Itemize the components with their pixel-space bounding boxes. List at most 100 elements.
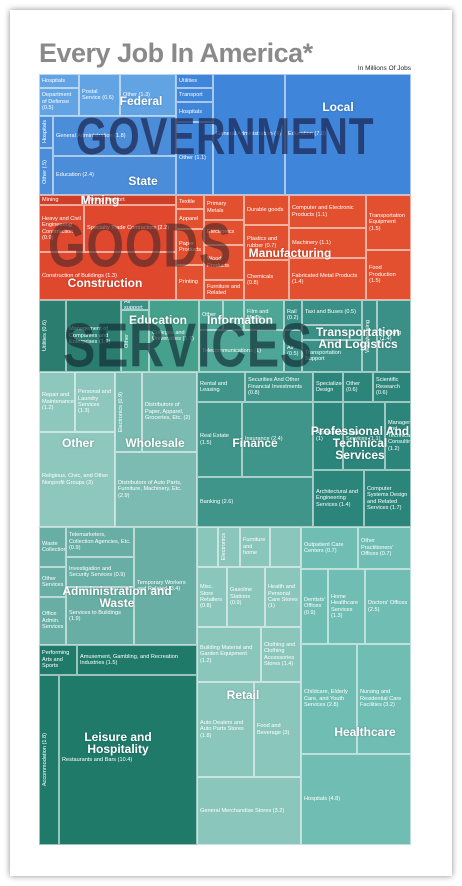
cell: Transportation Support xyxy=(302,340,362,372)
cell-label: Wood Products xyxy=(207,256,230,269)
cell-label: Accommodation (1.8) xyxy=(42,733,48,787)
cell-label: Insurance (2.4) xyxy=(245,436,283,443)
cell-label: Gasoline Stations (0.9) xyxy=(230,587,253,607)
cell-label: Printing xyxy=(179,279,198,286)
cell xyxy=(302,325,362,340)
cell: Computer Systems Design and Related Serv… xyxy=(364,470,411,527)
cell-label: Electronics xyxy=(221,533,227,561)
cell-label: Utilities xyxy=(179,77,198,84)
group-label: Construction xyxy=(67,276,143,290)
cell: Postal Service (0.6) xyxy=(79,74,120,116)
cell: Legal Services (1.1) xyxy=(343,402,385,470)
cell-label: Specialty Trade Contractors (2.2) xyxy=(87,225,170,232)
cell: Auto Dealers and Auto Parts Stores (1.8) xyxy=(197,682,254,777)
cell: Construction of Buildings (1.3) xyxy=(39,252,176,300)
cell: Transportation Equipment (1.5) xyxy=(366,195,411,250)
cell: Misc. Store Retailers (0.8) xyxy=(197,567,227,627)
cell-label: Religious, Civic, and Other Nonprofit Gr… xyxy=(42,473,109,486)
cell: Utilities xyxy=(176,74,213,88)
cell-label: Transportation Support xyxy=(305,349,341,362)
title: Every Job In America* xyxy=(39,38,313,68)
cell-label: Transport xyxy=(179,91,203,98)
cell-label: Other (1.1) xyxy=(179,155,207,162)
cell: Taxi and Buses (0.5) xyxy=(302,300,362,325)
cell-label: Mining Support xyxy=(87,196,125,203)
cell: Fabricated Metal Products (1.4) xyxy=(289,258,366,300)
cell: Accounting (1) xyxy=(313,402,343,470)
cell-label: Postal Service (0.6) xyxy=(82,88,114,101)
cell: Utilities (0.6) xyxy=(39,300,66,372)
cell: Air (0.5) xyxy=(284,330,302,372)
cell: Other xyxy=(199,300,223,330)
cell: Heavy and Civil Engineering Construction… xyxy=(39,205,84,252)
cell: General Merchandise Stores (3.2) xyxy=(197,777,301,845)
sector-label: GOODS xyxy=(48,211,232,281)
cell-label: Air support xyxy=(124,300,143,310)
cell: General Administration (4) xyxy=(213,74,285,195)
cell-label: Chemicals (0.8) xyxy=(247,273,274,286)
sector-label: GOVERNMENT xyxy=(75,108,375,166)
cell: Food and Beverage (3) xyxy=(254,682,301,777)
cell-label: Specialized Design xyxy=(316,380,343,393)
group-label: Administration and Waste xyxy=(62,584,172,610)
cell-label: Scientific Research (0.6) xyxy=(376,377,400,397)
cell: Other (.5) xyxy=(39,148,53,195)
cell: Management of Companies and Enterprises … xyxy=(66,300,121,372)
cell: Other Services xyxy=(39,567,66,597)
cell-label: Dentists' Offices (0.9) xyxy=(304,596,326,616)
cell: Transport xyxy=(176,88,213,102)
cell: Clothing and Clothing Accessories Stores… xyxy=(261,627,301,682)
cell: Specialized Design xyxy=(313,372,343,402)
cell-label: Office Admin. Services xyxy=(42,611,64,631)
cell-label: Hospitals (4.8) xyxy=(304,796,341,803)
cell xyxy=(270,527,301,567)
cell: Paper Products xyxy=(176,229,204,265)
cell: Chemicals (0.8) xyxy=(244,260,289,300)
cell: Distributors of Paper, Apparel, Grocerie… xyxy=(142,372,197,452)
cell: Hospitals (4.8) xyxy=(301,754,411,845)
group-label: Retail xyxy=(226,688,260,702)
cell-label: Accounting (1) xyxy=(316,429,343,442)
cell: Electronics xyxy=(204,220,244,245)
cell-label: Banking (2.6) xyxy=(200,498,234,505)
cell-label: Film and Music xyxy=(247,308,269,321)
cell-label: Machinery (1.1) xyxy=(292,239,331,246)
cell-label: Childcare, Elderly Care, and Youth Servi… xyxy=(304,689,348,709)
cell: Scientific Research (0.6) xyxy=(373,372,411,402)
cell-label: Clothing and Clothing Accessories Stores… xyxy=(264,641,296,667)
cell: Mining xyxy=(39,195,84,205)
cell: Mining Support xyxy=(84,195,176,205)
group-label: Mining xyxy=(80,193,120,207)
cell-label: Air (0.5) xyxy=(287,344,299,357)
cell-label: Furniture and home xyxy=(243,537,266,557)
cell-label: Taxi and Buses (0.5) xyxy=(305,309,356,316)
cell-label: Restaurants and Bars (10.4) xyxy=(62,756,133,763)
cell: Home Healthcare Services (1.3) xyxy=(328,569,365,644)
cell-label: Distributors of Auto Parts, Furniture, M… xyxy=(118,479,182,499)
cell-label: Other xyxy=(202,311,216,318)
cell: Education (2.4) xyxy=(53,156,176,195)
cell-label: Electronics xyxy=(207,229,235,236)
cell: Durable goods xyxy=(244,195,289,225)
cell-label: Electronics (0.9) xyxy=(118,391,124,433)
group-label: Local xyxy=(322,100,354,114)
cell: Electronics xyxy=(218,527,240,567)
cell xyxy=(223,300,244,330)
group-label: Finance xyxy=(232,436,278,450)
sector-label: SERVICES xyxy=(63,311,313,381)
cell-label: General Merchandise Stores (3.2) xyxy=(200,807,285,814)
cell-label: Paper Products xyxy=(179,240,202,253)
cell-label: Durable goods xyxy=(247,206,284,213)
cell-label: Computer and Electronic Products (1.1) xyxy=(292,205,354,218)
cell-label: Furniture and Related xyxy=(207,283,241,296)
cell: Other xyxy=(121,310,149,372)
cell-label: Heavy and Civil Engineering Construction… xyxy=(42,215,81,241)
cell: Accommodation (1.8) xyxy=(39,675,59,845)
cell: Other Practitioners' Offices (0.7) xyxy=(358,527,411,569)
subtitle: In Millions Of Jobs xyxy=(357,65,411,72)
cell-label: Hospitals xyxy=(42,77,66,84)
cell-label: Home Healthcare Services (1.3) xyxy=(331,593,359,619)
cell-label: Waste Collection xyxy=(42,540,66,553)
cell: Electronics (0.9) xyxy=(115,372,142,452)
